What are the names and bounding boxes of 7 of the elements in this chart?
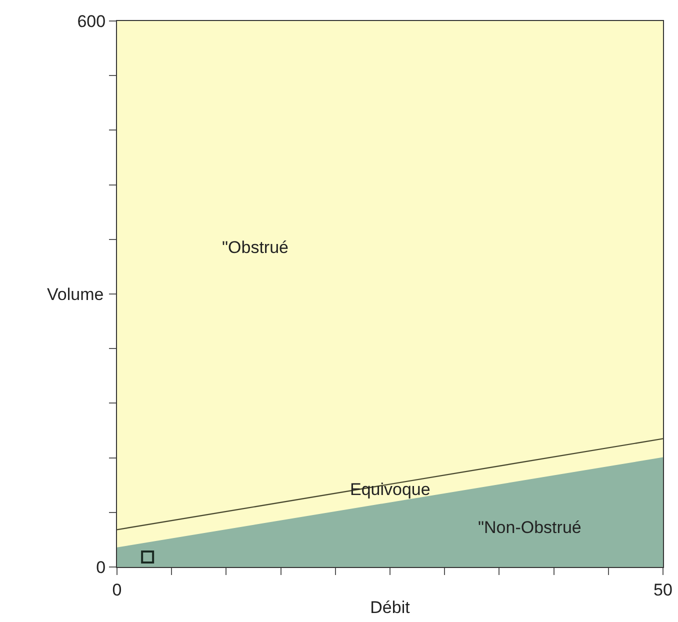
- x-tick-label: 50: [654, 580, 672, 600]
- annotation: "Non-Obstrué: [478, 518, 582, 537]
- y-axis-title: Volume: [47, 285, 104, 304]
- annotation: "Obstrué: [222, 238, 289, 257]
- y-tick-label: 600: [77, 12, 106, 31]
- x-axis-title: Débit: [370, 598, 410, 617]
- annotation: Equivoque: [350, 480, 430, 499]
